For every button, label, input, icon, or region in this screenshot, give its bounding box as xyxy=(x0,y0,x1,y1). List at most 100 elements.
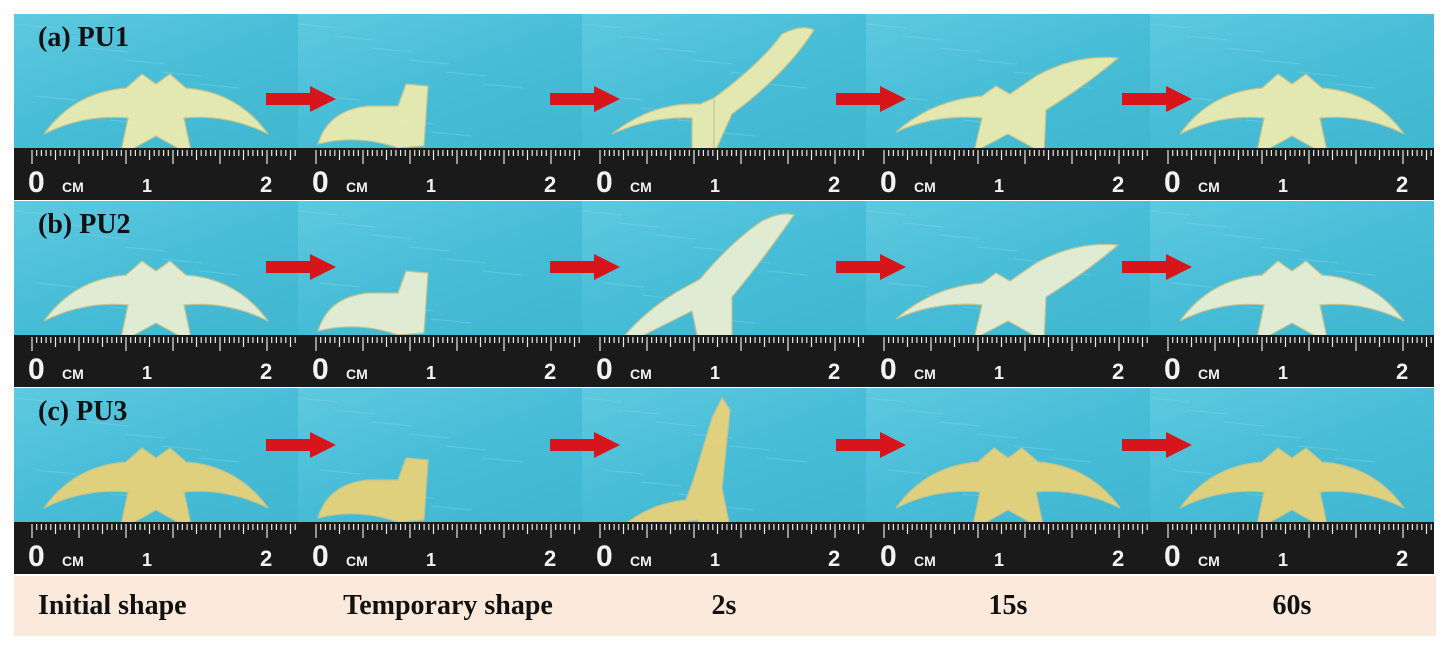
ruler-label: 0 xyxy=(1164,540,1181,573)
row-label-pu3: (c) PU3 xyxy=(38,396,128,427)
polymer-sample xyxy=(611,213,795,360)
polymer-sample xyxy=(317,457,429,523)
ruler xyxy=(298,148,582,200)
caption-2s: 2s xyxy=(711,590,737,621)
polymer-sample xyxy=(43,447,269,532)
caption-60s: 60s xyxy=(1272,590,1312,621)
ruler-label: 0 xyxy=(596,166,613,199)
photo-pu1-temporary: 0 CM 1 2 xyxy=(298,14,582,200)
photo-drawing: 0 CM 1 2 xyxy=(582,396,866,574)
arrow-icon xyxy=(266,86,336,112)
photo-pu2-initial: 0 CM 1 2 xyxy=(14,201,298,387)
ruler-label: 2 xyxy=(1112,359,1124,384)
ruler-label: 0 xyxy=(28,540,45,573)
row-pu1: (a) PU1 0 CM 1 2 0 CM 1 2 0 CM 1 2 0 CM 1 2 0 CM 1 2 xyxy=(14,14,1436,200)
ruler xyxy=(14,335,298,387)
ruler xyxy=(298,522,582,574)
arrow-icon xyxy=(836,432,906,458)
ruler-label: 2 xyxy=(260,172,272,197)
ruler-label: 0 xyxy=(880,166,897,199)
ruler-label: 0 xyxy=(596,353,613,386)
ruler-label: 1 xyxy=(426,550,436,570)
ruler-label: 2 xyxy=(828,359,840,384)
ruler-label: 1 xyxy=(710,363,720,383)
photo-drawing: 0 CM 1 2 xyxy=(866,397,1150,574)
ruler-label: 1 xyxy=(1278,363,1288,383)
photo-pu2-temporary: 0 CM 1 2 xyxy=(298,201,582,387)
photo-pu2-60s: 0 CM 1 2 xyxy=(1150,201,1434,387)
arrow-icon xyxy=(550,254,620,280)
ruler xyxy=(866,148,1150,200)
polymer-sample xyxy=(895,447,1121,532)
photo-pu3-15s: 0 CM 1 2 xyxy=(866,388,1150,574)
polymer-sample xyxy=(611,27,815,165)
arrow-icon xyxy=(550,432,620,458)
ruler-label: 1 xyxy=(994,550,1004,570)
photo-pu3-temporary: 0 CM 1 2 xyxy=(298,388,582,574)
ruler-label: 1 xyxy=(1278,176,1288,196)
ruler-label: CM xyxy=(630,553,652,569)
ruler-label: CM xyxy=(62,366,84,382)
ruler-label: 1 xyxy=(710,176,720,196)
ruler-label: 0 xyxy=(1164,353,1181,386)
ruler-label: CM xyxy=(62,553,84,569)
ruler-label: 0 xyxy=(880,353,897,386)
photo-pu3-2s: 0 CM 1 2 xyxy=(582,388,866,574)
arrow-icon xyxy=(1122,432,1192,458)
photo-drawing: 0 CM 1 2 xyxy=(582,23,866,200)
ruler-label: 2 xyxy=(260,359,272,384)
photo-drawing: 0 CM 1 2 xyxy=(866,210,1150,387)
ruler-label: CM xyxy=(346,179,368,195)
ruler-label: 0 xyxy=(1164,166,1181,199)
photo-grid: (a) PU1 0 CM 1 2 0 CM 1 2 0 CM 1 2 0 CM 1 2 0 CM 1 2 (b… xyxy=(14,14,1436,574)
caption-15s: 15s xyxy=(988,590,1028,621)
photo-pu1-initial: 0 CM 1 2 xyxy=(14,14,298,200)
ruler-label: CM xyxy=(914,366,936,382)
caption-temporary-shape: Temporary shape xyxy=(343,590,553,621)
photo-pu1-15s: 0 CM 1 2 xyxy=(866,14,1150,200)
polymer-sample xyxy=(1179,447,1405,532)
ruler xyxy=(1150,335,1434,387)
polymer-sample xyxy=(895,56,1120,155)
ruler-label: 0 xyxy=(28,353,45,386)
ruler xyxy=(582,522,866,574)
ruler-label: 2 xyxy=(1396,546,1408,571)
polymer-sample xyxy=(43,260,269,345)
ruler-label: CM xyxy=(914,553,936,569)
caption-band: Initial shape Temporary shape 2s 15s 60s xyxy=(14,576,1436,636)
ruler-label: CM xyxy=(630,366,652,382)
ruler-label: CM xyxy=(346,366,368,382)
ruler-label: 0 xyxy=(312,166,329,199)
ruler-label: 1 xyxy=(994,176,1004,196)
photo-drawing: 0 CM 1 2 xyxy=(14,210,298,387)
ruler xyxy=(1150,522,1434,574)
ruler-label: 1 xyxy=(142,176,152,196)
photo-drawing: 0 CM 1 2 xyxy=(582,210,866,387)
photo-drawing: 0 CM 1 2 xyxy=(1150,23,1434,200)
ruler-label: 2 xyxy=(544,172,556,197)
ruler-label: 2 xyxy=(1396,172,1408,197)
ruler xyxy=(582,335,866,387)
polymer-sample xyxy=(1179,260,1405,345)
polymer-sample xyxy=(317,270,429,336)
arrow-icon xyxy=(266,254,336,280)
ruler-label: CM xyxy=(62,179,84,195)
arrow-icon xyxy=(266,432,336,458)
ruler-label: 1 xyxy=(426,176,436,196)
ruler-label: CM xyxy=(1198,553,1220,569)
ruler-label: 0 xyxy=(28,166,45,199)
row-pu2: (b) PU2 0 CM 1 2 0 CM 1 2 0 CM 1 2 0 CM 1 2 0 CM 1 2 xyxy=(14,201,1436,387)
photo-pu1-60s: 0 CM 1 2 xyxy=(1150,14,1434,200)
ruler-label: 1 xyxy=(994,363,1004,383)
polymer-sample xyxy=(895,243,1120,342)
photo-pu2-2s: 0 CM 1 2 xyxy=(582,201,866,387)
ruler-label: 0 xyxy=(596,540,613,573)
ruler-label: CM xyxy=(1198,366,1220,382)
ruler-label: 2 xyxy=(828,546,840,571)
ruler-label: 1 xyxy=(710,550,720,570)
arrow-icon xyxy=(836,86,906,112)
arrow-icon xyxy=(1122,254,1192,280)
ruler xyxy=(582,148,866,200)
ruler xyxy=(14,148,298,200)
ruler-label: 2 xyxy=(260,546,272,571)
